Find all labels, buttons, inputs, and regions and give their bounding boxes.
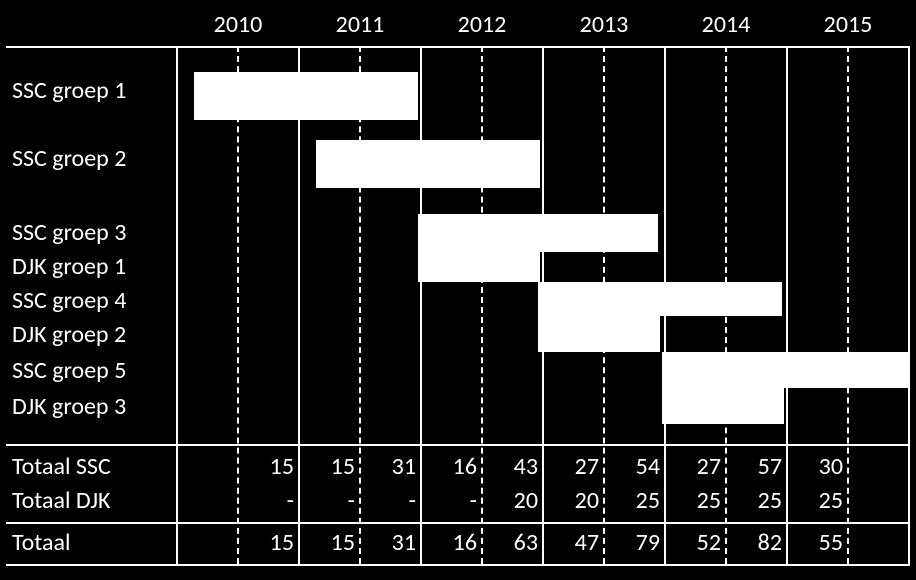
half-year-dashed-line: [725, 46, 727, 564]
totals-cell: 25: [607, 486, 660, 515]
row-label: SSC groep 3: [12, 218, 126, 247]
row-label: SSC groep 5: [12, 356, 126, 385]
gantt-bar: [538, 282, 782, 316]
row-label: DJK groep 3: [12, 392, 126, 421]
totals-cell: 31: [363, 452, 416, 481]
year-label: 2010: [177, 10, 299, 39]
row-label: SSC groep 1: [12, 76, 126, 105]
totals-cell: -: [363, 486, 416, 515]
totals-cell: 16: [424, 452, 477, 481]
totals-cell: 25: [729, 486, 782, 515]
year-label: 2013: [543, 10, 665, 39]
year-boundary-line: [176, 46, 178, 564]
totals-cell: 20: [485, 486, 538, 515]
totals-cell: 20: [546, 486, 599, 515]
totals-cell: -: [302, 486, 355, 515]
totals-cell: 79: [607, 528, 660, 557]
totals-cell: 52: [668, 528, 721, 557]
totals-cell: -: [424, 486, 477, 515]
totals-cell: 25: [790, 486, 843, 515]
gantt-bar: [418, 248, 540, 282]
totals-cell: 15: [241, 528, 294, 557]
gantt-bar: [316, 140, 540, 188]
totals-cell: -: [241, 486, 294, 515]
year-label: 2011: [299, 10, 421, 39]
gantt-bar: [538, 316, 660, 352]
year-boundary-line: [786, 46, 788, 564]
totals-cell: 31: [363, 528, 416, 557]
gantt-table-chart: 201020112012201320142015SSC groep 1SSC g…: [0, 0, 916, 580]
totals-rule-top: [6, 444, 910, 446]
totals-cell: 47: [546, 528, 599, 557]
totals-cell: 16: [424, 528, 477, 557]
totals-cell: 82: [729, 528, 782, 557]
year-boundary-line: [420, 46, 422, 564]
half-year-dashed-line: [603, 46, 605, 564]
totals-cell: 27: [546, 452, 599, 481]
gantt-bar: [662, 388, 784, 424]
year-boundary-line: [542, 46, 544, 564]
row-label: DJK groep 1: [12, 252, 126, 281]
totals-row-label: Totaal: [12, 528, 70, 557]
gantt-bar: [194, 72, 418, 120]
totals-cell: 54: [607, 452, 660, 481]
totals-cell: 55: [790, 528, 843, 557]
year-boundary-line: [908, 46, 910, 564]
row-label: SSC groep 4: [12, 286, 126, 315]
totals-row-label: Totaal SSC: [12, 452, 111, 481]
totals-cell: 43: [485, 452, 538, 481]
year-label: 2014: [665, 10, 787, 39]
gantt-bar: [418, 214, 658, 252]
row-label: SSC groep 2: [12, 144, 126, 173]
totals-cell: 63: [485, 528, 538, 557]
half-year-dashed-line: [481, 46, 483, 564]
totals-cell: 15: [241, 452, 294, 481]
totals-cell: 27: [668, 452, 721, 481]
gantt-bar: [662, 352, 908, 388]
totals-cell: 57: [729, 452, 782, 481]
totals-rule-mid: [6, 522, 910, 524]
header-rule: [6, 46, 910, 48]
year-boundary-line: [664, 46, 666, 564]
year-label: 2012: [421, 10, 543, 39]
totals-rule-bottom: [6, 564, 910, 566]
row-label: DJK groep 2: [12, 320, 126, 349]
totals-row-label: Totaal DJK: [12, 486, 111, 515]
totals-cell: 15: [302, 452, 355, 481]
totals-cell: 25: [668, 486, 721, 515]
year-label: 2015: [787, 10, 909, 39]
half-year-dashed-line: [237, 46, 239, 564]
year-boundary-line: [298, 46, 300, 564]
totals-cell: 30: [790, 452, 843, 481]
half-year-dashed-line: [847, 46, 849, 564]
totals-cell: 15: [302, 528, 355, 557]
half-year-dashed-line: [359, 46, 361, 564]
